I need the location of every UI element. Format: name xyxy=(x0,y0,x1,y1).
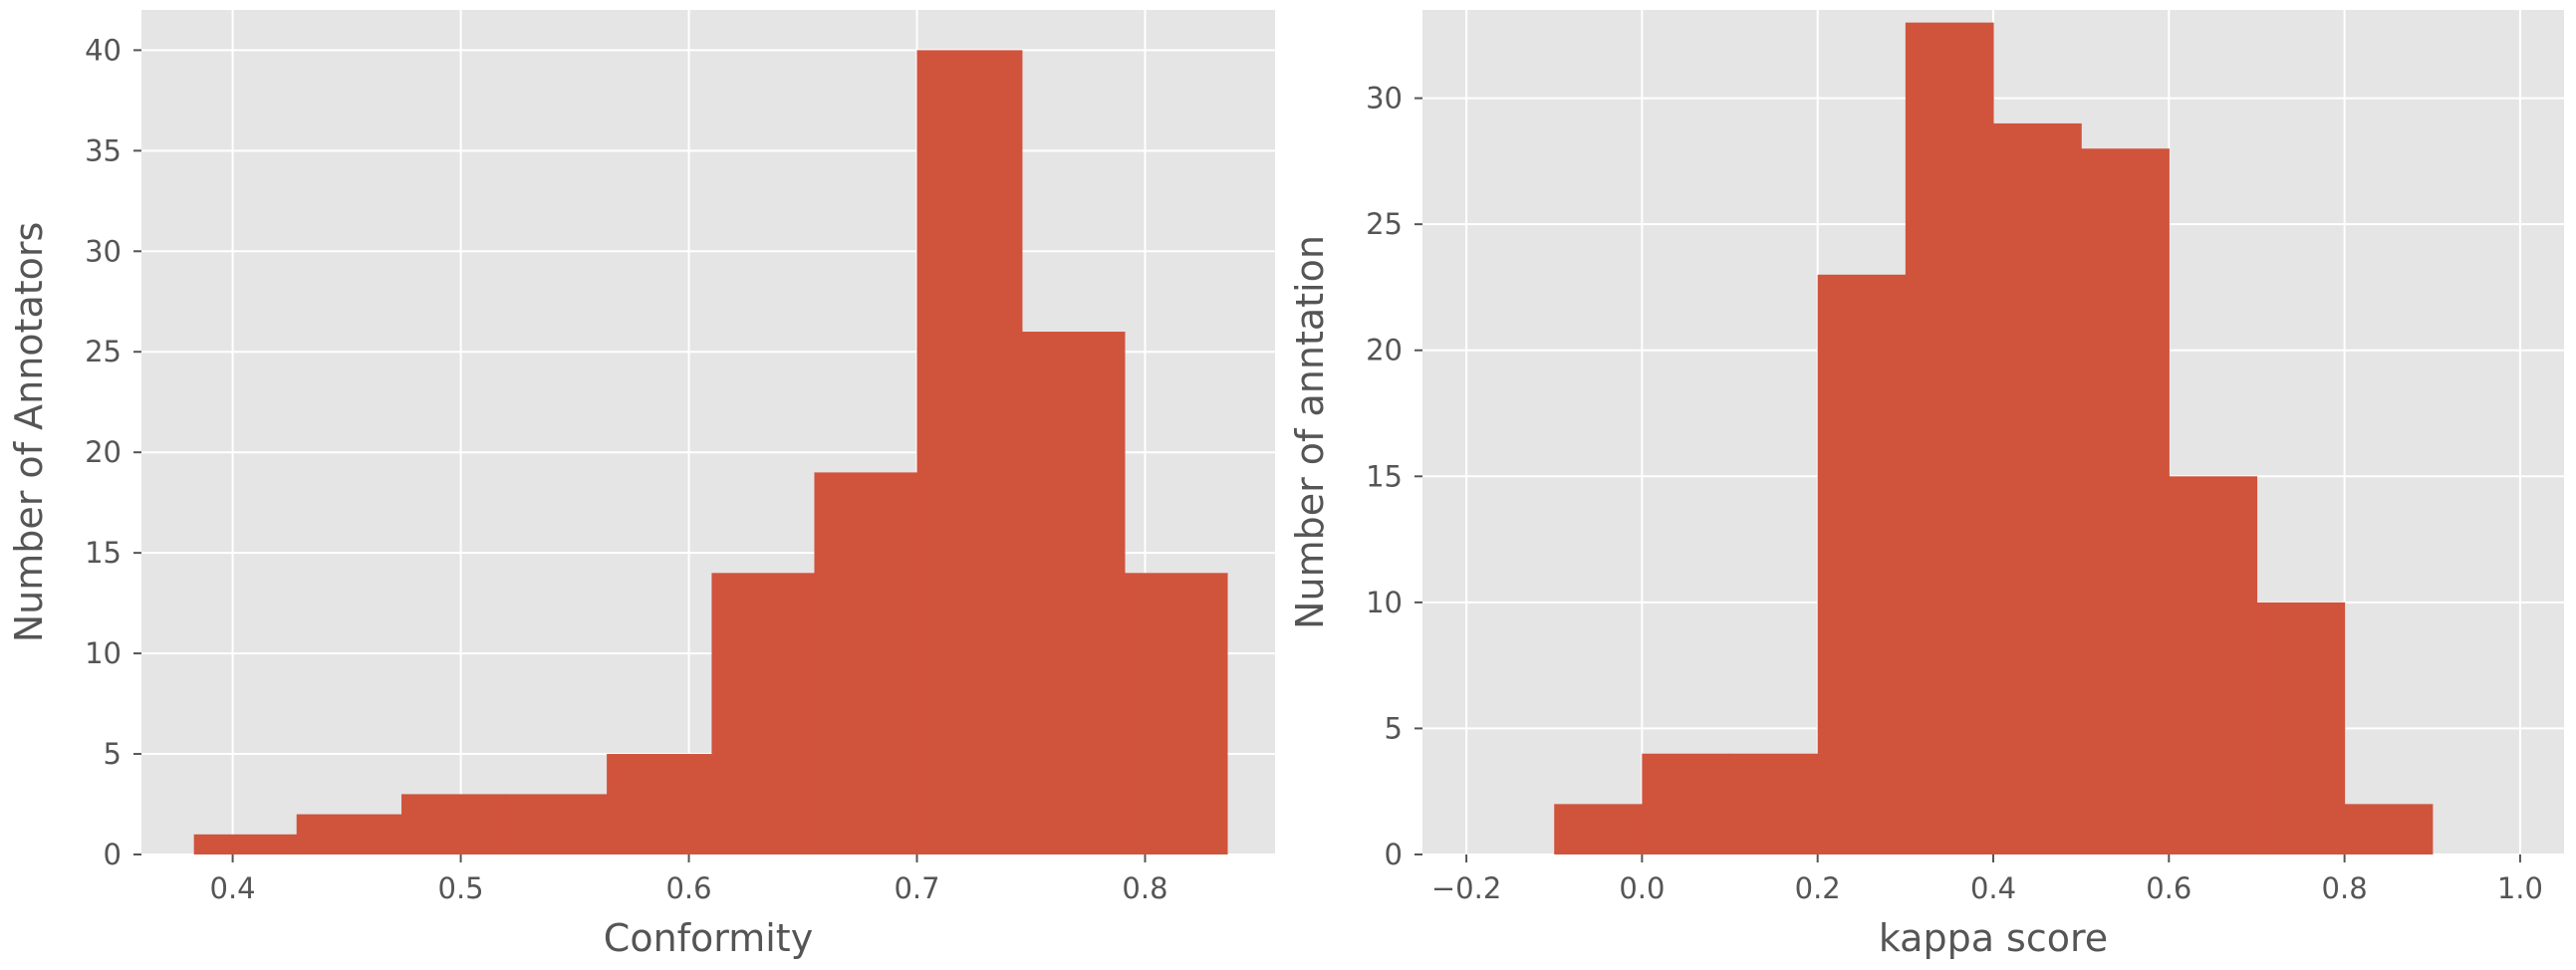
conformity-y-tick-label: 30 xyxy=(85,234,122,268)
conformity-y-tick-label: 10 xyxy=(85,636,122,670)
kappa-histogram-bar xyxy=(1905,22,1994,854)
kappa-y-tick-label: 30 xyxy=(1366,82,1403,116)
kappa-histogram-bar xyxy=(1993,122,2082,854)
conformity-histogram-panel: 0.4 0.5 0.6 0.7 0.8 0 5 10 15 20 25 30 35 40 Conformit… xyxy=(7,10,1275,960)
kappa-x-tick-label: 0.8 xyxy=(2322,871,2368,905)
kappa-x-tick-label: 0.2 xyxy=(1795,871,1841,905)
kappa-y-tick-label: 5 xyxy=(1385,711,1403,745)
kappa-histogram-bar xyxy=(2256,602,2346,854)
conformity-x-axis-label: Conformity xyxy=(604,916,813,960)
kappa-y-tick-label: 0 xyxy=(1385,838,1403,871)
conformity-histogram-bar xyxy=(193,834,298,854)
conformity-histogram-bar xyxy=(814,472,918,854)
conformity-histogram-bar xyxy=(607,754,713,854)
conformity-y-tick-label: 15 xyxy=(85,536,122,570)
kappa-histogram-bar xyxy=(1554,804,1643,854)
kappa-y-tick-label: 20 xyxy=(1366,334,1403,367)
conformity-x-tick-label: 0.5 xyxy=(438,871,484,905)
conformity-x-tick-label: 0.7 xyxy=(894,871,939,905)
kappa-y-axis-label: Number of anntation xyxy=(1288,235,1332,629)
kappa-y-tick-label: 15 xyxy=(1366,459,1403,493)
conformity-histogram-bar xyxy=(504,794,608,854)
kappa-histogram-bar xyxy=(1817,274,1907,855)
conformity-y-tick-label: 20 xyxy=(85,435,122,469)
conformity-histogram-bar xyxy=(1021,332,1126,854)
conformity-histogram-bar xyxy=(296,814,402,854)
kappa-x-tick-label: 0.6 xyxy=(2146,871,2191,905)
kappa-x-axis-label: kappa score xyxy=(1879,916,2108,960)
conformity-histogram-bar xyxy=(916,50,1023,854)
conformity-x-tick-label: 0.8 xyxy=(1122,871,1167,905)
conformity-y-tick-label: 40 xyxy=(85,33,122,67)
kappa-histogram-bar xyxy=(1729,753,1819,854)
kappa-histogram-bar xyxy=(1642,753,1731,854)
conformity-y-tick-label: 5 xyxy=(104,737,122,771)
conformity-histogram-bar xyxy=(1124,573,1228,854)
kappa-y-tick-label: 25 xyxy=(1366,207,1403,241)
conformity-histogram-bar xyxy=(711,573,816,854)
conformity-y-axis-label: Number of Annotators xyxy=(7,222,51,643)
kappa-y-tick-label: 10 xyxy=(1366,586,1403,619)
kappa-x-tick-label: 0.4 xyxy=(1970,871,2016,905)
kappa-histogram-bar xyxy=(2344,804,2434,854)
conformity-histogram-bar xyxy=(401,794,505,854)
kappa-x-tick-label: −0.2 xyxy=(1431,871,1501,905)
kappa-x-tick-label: 0.0 xyxy=(1619,871,1665,905)
conformity-x-tick-label: 0.4 xyxy=(210,871,256,905)
kappa-histogram-bar xyxy=(2081,148,2170,854)
kappa-x-tick-label: 1.0 xyxy=(2497,871,2543,905)
kappa-histogram-bar xyxy=(2169,476,2258,854)
conformity-y-tick-label: 25 xyxy=(85,335,122,368)
kappa-histogram-panel: −0.2 0.0 0.2 0.4 0.6 0.8 1.0 0 5 10 15 20 25 30 kappa … xyxy=(1288,10,2564,960)
conformity-x-tick-label: 0.6 xyxy=(665,871,711,905)
conformity-y-tick-label: 35 xyxy=(85,133,122,167)
conformity-y-tick-label: 0 xyxy=(104,838,122,871)
